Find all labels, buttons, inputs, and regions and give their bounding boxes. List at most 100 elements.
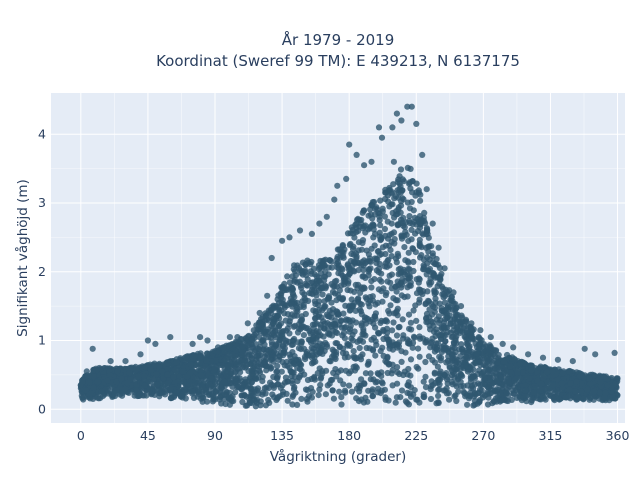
data-point: [392, 399, 399, 406]
data-point: [368, 202, 375, 209]
data-point: [393, 332, 401, 339]
data-point: [336, 287, 343, 294]
data-point: [419, 151, 426, 158]
data-point: [295, 264, 303, 272]
data-point: [83, 368, 90, 375]
data-point: [160, 375, 167, 382]
data-point: [366, 297, 374, 304]
data-point: [346, 141, 353, 148]
data-point: [378, 317, 385, 324]
data-point: [429, 382, 436, 389]
data-point: [408, 236, 415, 243]
data-point: [336, 388, 343, 395]
data-point: [339, 253, 347, 260]
data-point: [407, 165, 414, 172]
data-point: [419, 291, 426, 298]
data-point: [214, 344, 222, 351]
data-point: [377, 390, 384, 397]
data-point: [189, 340, 196, 347]
data-point: [611, 349, 618, 356]
data-point: [602, 373, 610, 380]
data-point: [390, 158, 397, 165]
data-point: [550, 395, 557, 402]
data-point: [385, 307, 392, 314]
data-point: [324, 325, 331, 332]
data-point: [162, 391, 169, 398]
data-point: [361, 207, 368, 214]
data-point: [250, 327, 257, 334]
data-point: [155, 387, 162, 394]
data-point: [382, 186, 389, 193]
data-point: [234, 384, 241, 391]
data-point: [333, 349, 340, 356]
data-point: [418, 218, 426, 225]
data-point: [441, 265, 448, 272]
data-point: [406, 266, 413, 273]
data-point: [90, 384, 97, 391]
data-point: [359, 351, 366, 358]
data-point: [297, 366, 304, 373]
data-point: [329, 309, 336, 317]
data-point: [346, 382, 353, 389]
data-point: [413, 363, 420, 371]
data-point: [436, 370, 444, 377]
data-point: [371, 255, 379, 262]
data-point: [477, 327, 484, 334]
data-point: [331, 320, 338, 327]
data-point: [294, 299, 301, 306]
data-point: [484, 401, 492, 408]
data-point: [441, 292, 449, 299]
data-point: [355, 267, 362, 274]
data-point: [244, 320, 251, 327]
data-point: [458, 318, 465, 325]
data-point: [333, 260, 340, 267]
data-point: [264, 326, 271, 333]
data-point: [243, 363, 250, 370]
data-point: [353, 151, 360, 158]
data-point: [250, 392, 257, 399]
data-point: [396, 180, 403, 187]
data-point: [358, 301, 365, 308]
data-point: [423, 186, 430, 193]
data-point: [517, 375, 524, 382]
data-point: [398, 348, 405, 355]
data-point: [292, 389, 299, 396]
data-point: [578, 388, 585, 395]
data-point: [433, 400, 440, 407]
data-point: [98, 388, 105, 395]
data-point: [105, 386, 112, 393]
data-point: [251, 365, 258, 372]
data-point: [419, 335, 427, 342]
data-point: [360, 266, 367, 274]
data-point: [354, 296, 361, 303]
data-point: [361, 380, 368, 387]
data-point: [400, 332, 407, 339]
data-point: [198, 367, 206, 374]
data-point: [395, 221, 402, 228]
data-point: [291, 322, 299, 329]
data-point: [410, 333, 418, 340]
data-point: [226, 401, 233, 408]
data-point: [394, 369, 401, 376]
data-point: [315, 392, 322, 399]
data-point: [362, 229, 369, 236]
data-point: [308, 258, 315, 266]
data-point: [405, 401, 412, 408]
data-point: [401, 244, 408, 251]
data-point: [408, 326, 415, 333]
data-point: [311, 287, 318, 294]
data-point: [597, 379, 604, 386]
data-point: [252, 347, 259, 354]
data-point: [427, 344, 434, 351]
data-point: [279, 343, 287, 350]
y-axis-ticks: 0 1 2 3 4: [38, 126, 46, 416]
data-point: [432, 333, 439, 340]
data-point: [485, 349, 492, 356]
data-point: [378, 379, 385, 386]
x-tick-label: 90: [207, 428, 223, 443]
data-point: [306, 290, 313, 297]
data-point: [436, 280, 443, 287]
data-points: [77, 103, 621, 410]
data-point: [87, 395, 94, 402]
data-point: [559, 370, 567, 377]
